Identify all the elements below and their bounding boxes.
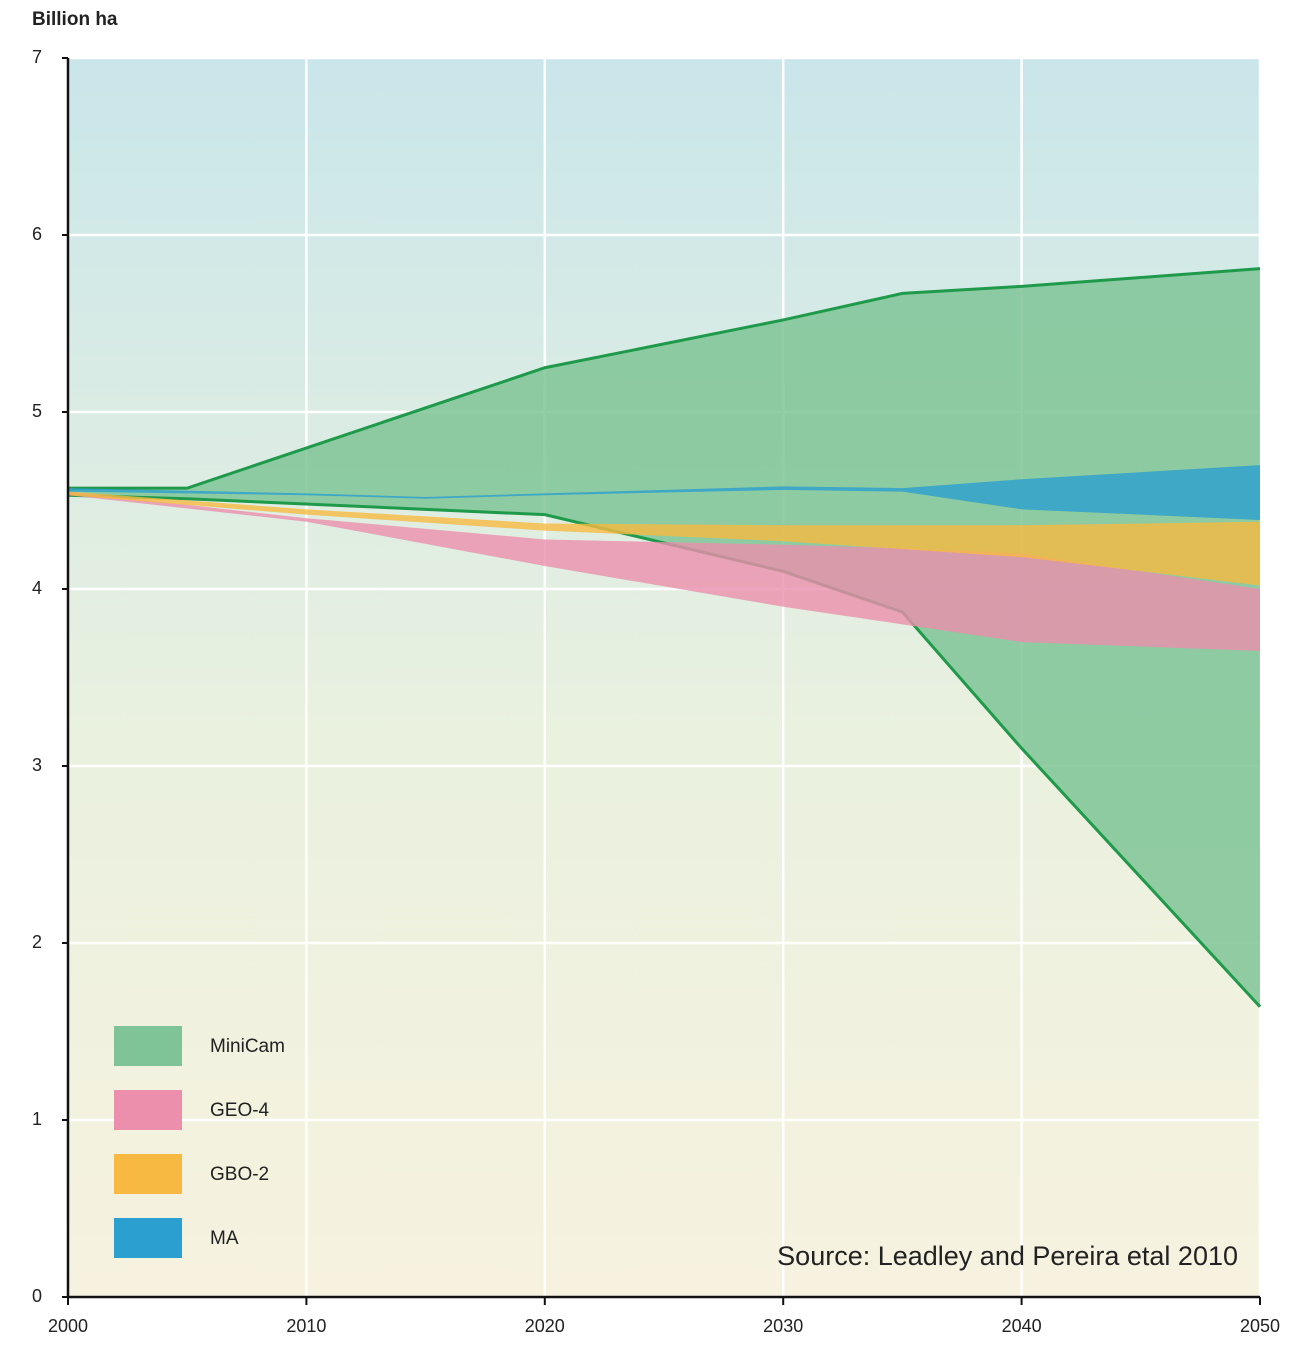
legend-swatch — [114, 1026, 182, 1066]
y-tick-label: 0 — [32, 1286, 42, 1306]
legend-label: GEO-4 — [210, 1100, 270, 1121]
y-tick-label: 7 — [32, 47, 42, 67]
x-tick-label: 2000 — [48, 1316, 88, 1336]
y-tick-label: 2 — [32, 932, 42, 952]
y-tick-label: 5 — [32, 401, 42, 421]
x-tick-label: 2040 — [1002, 1316, 1042, 1336]
y-axis-label: Billion ha — [32, 9, 118, 30]
annotation: Source: Leadley and Pereira etal 2010 — [777, 1241, 1238, 1271]
x-tick-label: 2020 — [525, 1316, 565, 1336]
x-tick-label: 2010 — [286, 1316, 326, 1336]
legend-swatch — [114, 1154, 182, 1194]
legend-label: MA — [210, 1228, 239, 1249]
x-tick-label: 2030 — [763, 1316, 803, 1336]
legend-swatch — [114, 1090, 182, 1130]
legend-label: GBO-2 — [210, 1164, 269, 1185]
y-tick-label: 6 — [32, 224, 42, 244]
y-tick-label: 3 — [32, 755, 42, 775]
x-tick-label: 2050 — [1240, 1316, 1280, 1336]
y-tick-label: 1 — [32, 1109, 42, 1129]
legend-label: MiniCam — [210, 1036, 285, 1057]
legend-swatch — [114, 1218, 182, 1258]
y-tick-label: 4 — [32, 578, 42, 598]
chart: 0 1 2 3 4 5 6 7 2000 2010 2020 2030 2040 2050 MiniCam… — [0, 0, 1305, 1344]
